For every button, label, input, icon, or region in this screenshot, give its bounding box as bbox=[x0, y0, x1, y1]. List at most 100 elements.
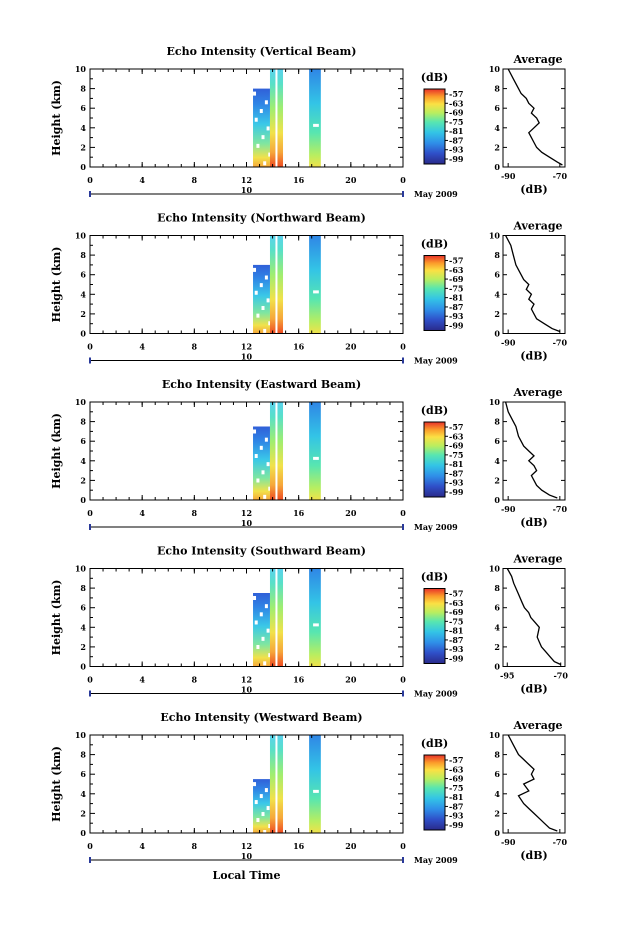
panel-3: Echo Intensity (Southward Beam) Height (k… bbox=[50, 545, 568, 699]
echo-gap bbox=[275, 235, 278, 334]
panel-title: Echo Intensity (Southward Beam) bbox=[157, 545, 366, 558]
profile-x-tick-label: -70 bbox=[553, 837, 568, 847]
colorbar-tick-label: -57 bbox=[449, 755, 463, 765]
date-label: 10 bbox=[241, 185, 253, 195]
x-tick-label: 12 bbox=[241, 175, 252, 185]
echo-gap bbox=[261, 470, 265, 475]
profile-y-tick-label: 6 bbox=[494, 270, 500, 280]
x-tick-label: 0 bbox=[400, 841, 406, 851]
profile-title: Average bbox=[512, 553, 562, 566]
echo-gap bbox=[313, 123, 319, 127]
y-tick-label: 0 bbox=[80, 495, 86, 505]
echo-gap bbox=[264, 788, 268, 793]
colorbar-unit: (dB) bbox=[421, 404, 448, 417]
x-tick-label: 4 bbox=[139, 175, 145, 185]
x-tick-label: 8 bbox=[192, 342, 198, 352]
y-tick-label: 2 bbox=[80, 309, 86, 319]
echo-gap bbox=[261, 636, 265, 641]
profile-title: Average bbox=[512, 386, 562, 399]
echo-gap bbox=[266, 462, 270, 467]
colorbar-tick-label: -93 bbox=[449, 644, 464, 654]
echo-gap bbox=[256, 818, 260, 823]
colorbar-tick-label: -99 bbox=[449, 487, 464, 497]
x-tick-label: 8 bbox=[192, 675, 198, 685]
echo-gap bbox=[253, 782, 257, 787]
echo-gap bbox=[266, 126, 270, 131]
x-tick-label: 0 bbox=[87, 342, 93, 352]
colorbar-tick-label: -81 bbox=[449, 126, 463, 136]
echo-gap bbox=[268, 321, 272, 326]
echo-gap bbox=[256, 313, 260, 318]
profile-y-tick-label: 6 bbox=[494, 769, 500, 779]
x-tick-label: 12 bbox=[241, 508, 252, 518]
colorbar-tick-label: -87 bbox=[449, 635, 463, 645]
profile-line bbox=[506, 568, 561, 666]
echo-gap bbox=[254, 800, 258, 805]
y-tick-label: 8 bbox=[80, 250, 86, 260]
y-tick-label: 2 bbox=[80, 475, 86, 485]
heatmap-frame bbox=[89, 568, 404, 667]
colorbar-tick-label: -75 bbox=[449, 117, 463, 127]
profile-x-tick-label: -90 bbox=[501, 171, 516, 181]
panel-title: Echo Intensity (Eastward Beam) bbox=[162, 378, 361, 391]
profile-y-tick-label: 0 bbox=[494, 329, 500, 339]
y-tick-label: 6 bbox=[80, 270, 86, 280]
colorbar bbox=[423, 754, 446, 831]
colorbar bbox=[423, 88, 446, 165]
profile-x-label: (dB) bbox=[520, 683, 547, 696]
colorbar-tick-label: -81 bbox=[449, 626, 463, 636]
y-tick-label: 4 bbox=[80, 456, 86, 466]
colorbar-tick-label: -87 bbox=[449, 135, 463, 145]
profile-x-tick-label: -95 bbox=[500, 671, 514, 681]
echo-gap bbox=[261, 812, 265, 817]
x-tick-label: 20 bbox=[345, 508, 357, 518]
x-tick-label: 4 bbox=[139, 675, 145, 685]
x-tick-label: 4 bbox=[139, 841, 145, 851]
profile-x-label: (dB) bbox=[520, 516, 547, 529]
x-tick-label: 4 bbox=[139, 342, 145, 352]
echo-gap bbox=[266, 298, 270, 303]
panel-0: Echo Intensity (Vertical Beam) Height (km… bbox=[50, 45, 567, 199]
y-tick-label: 0 bbox=[80, 329, 86, 339]
x-tick-label: 16 bbox=[293, 175, 305, 185]
profile-frame bbox=[502, 235, 566, 334]
y-axis-label: Height (km) bbox=[50, 247, 63, 323]
echo-segment bbox=[309, 235, 321, 334]
y-tick-label: 4 bbox=[80, 789, 86, 799]
y-tick-label: 8 bbox=[80, 583, 86, 593]
echo-gap bbox=[275, 568, 278, 667]
colorbar-unit: (dB) bbox=[421, 238, 448, 251]
y-tick-label: 10 bbox=[75, 730, 87, 740]
profile-y-tick-label: 10 bbox=[489, 64, 501, 74]
y-tick-label: 4 bbox=[80, 622, 86, 632]
colorbar-tick-label: -63 bbox=[449, 98, 464, 108]
profile-y-tick-label: 0 bbox=[494, 662, 500, 672]
y-tick-label: 6 bbox=[80, 603, 86, 613]
colorbar-tick-label: -69 bbox=[449, 274, 464, 284]
colorbar-tick-label: -75 bbox=[449, 450, 463, 460]
heatmap-frame bbox=[89, 68, 404, 168]
echo-gap bbox=[259, 445, 263, 450]
profile-line bbox=[505, 235, 561, 333]
y-tick-label: 8 bbox=[80, 750, 86, 760]
echo-gap bbox=[264, 437, 268, 442]
date-label: 10 bbox=[241, 352, 253, 362]
panel-title: Echo Intensity (Vertical Beam) bbox=[166, 45, 356, 58]
colorbar-tick-label: -63 bbox=[449, 431, 464, 441]
y-axis-label: Height (km) bbox=[50, 413, 63, 489]
echo-gap bbox=[268, 824, 272, 829]
x-tick-label: 0 bbox=[87, 508, 93, 518]
profile-y-tick-label: 2 bbox=[494, 475, 500, 485]
colorbar-tick-label: -57 bbox=[449, 89, 463, 99]
colorbar-tick-label: -57 bbox=[449, 256, 463, 266]
profile-x-tick-label: -90 bbox=[501, 338, 516, 348]
y-tick-label: 10 bbox=[75, 231, 87, 241]
y-tick-label: 6 bbox=[80, 103, 86, 113]
profile-y-tick-label: 10 bbox=[489, 231, 501, 241]
profile-y-tick-label: 0 bbox=[494, 828, 500, 838]
profile-x-label: (dB) bbox=[520, 350, 547, 363]
x-tick-label: 0 bbox=[400, 342, 406, 352]
y-tick-label: 4 bbox=[80, 123, 86, 133]
x-tick-label: 12 bbox=[241, 342, 252, 352]
profile-y-tick-label: 10 bbox=[489, 564, 501, 574]
